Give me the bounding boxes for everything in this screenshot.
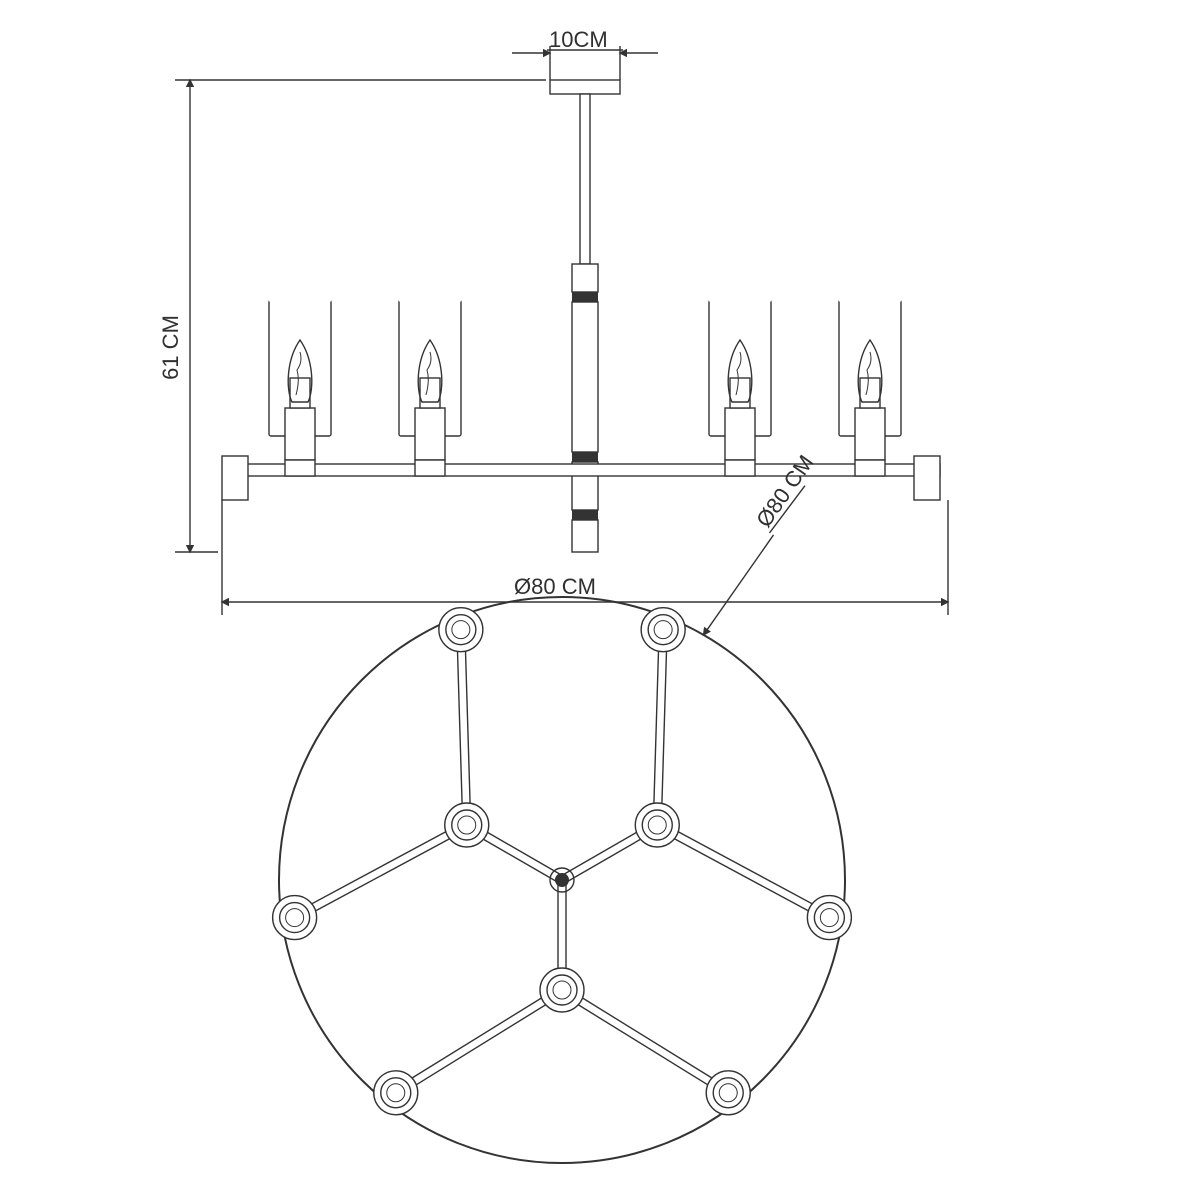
dim-height: 61 CM: [158, 315, 183, 380]
candle-lamp: [839, 300, 901, 476]
technical-drawing: 10CM 61 CM Ø80 CM Ø80 CM: [0, 0, 1200, 1200]
candle-lamp: [269, 300, 331, 476]
top-view: Ø80 CM: [273, 450, 869, 1163]
arm: [230, 464, 940, 476]
dim-diameter-side: Ø80 CM: [514, 574, 596, 599]
dim-canopy-width: 10CM: [549, 27, 608, 52]
dim-diameter-top: Ø80 CM: [751, 450, 818, 531]
canopy: [550, 80, 620, 94]
side-view: 10CM 61 CM Ø80 CM: [158, 27, 948, 615]
candle-lamp: [399, 300, 461, 476]
candle-lamp: [709, 300, 771, 476]
